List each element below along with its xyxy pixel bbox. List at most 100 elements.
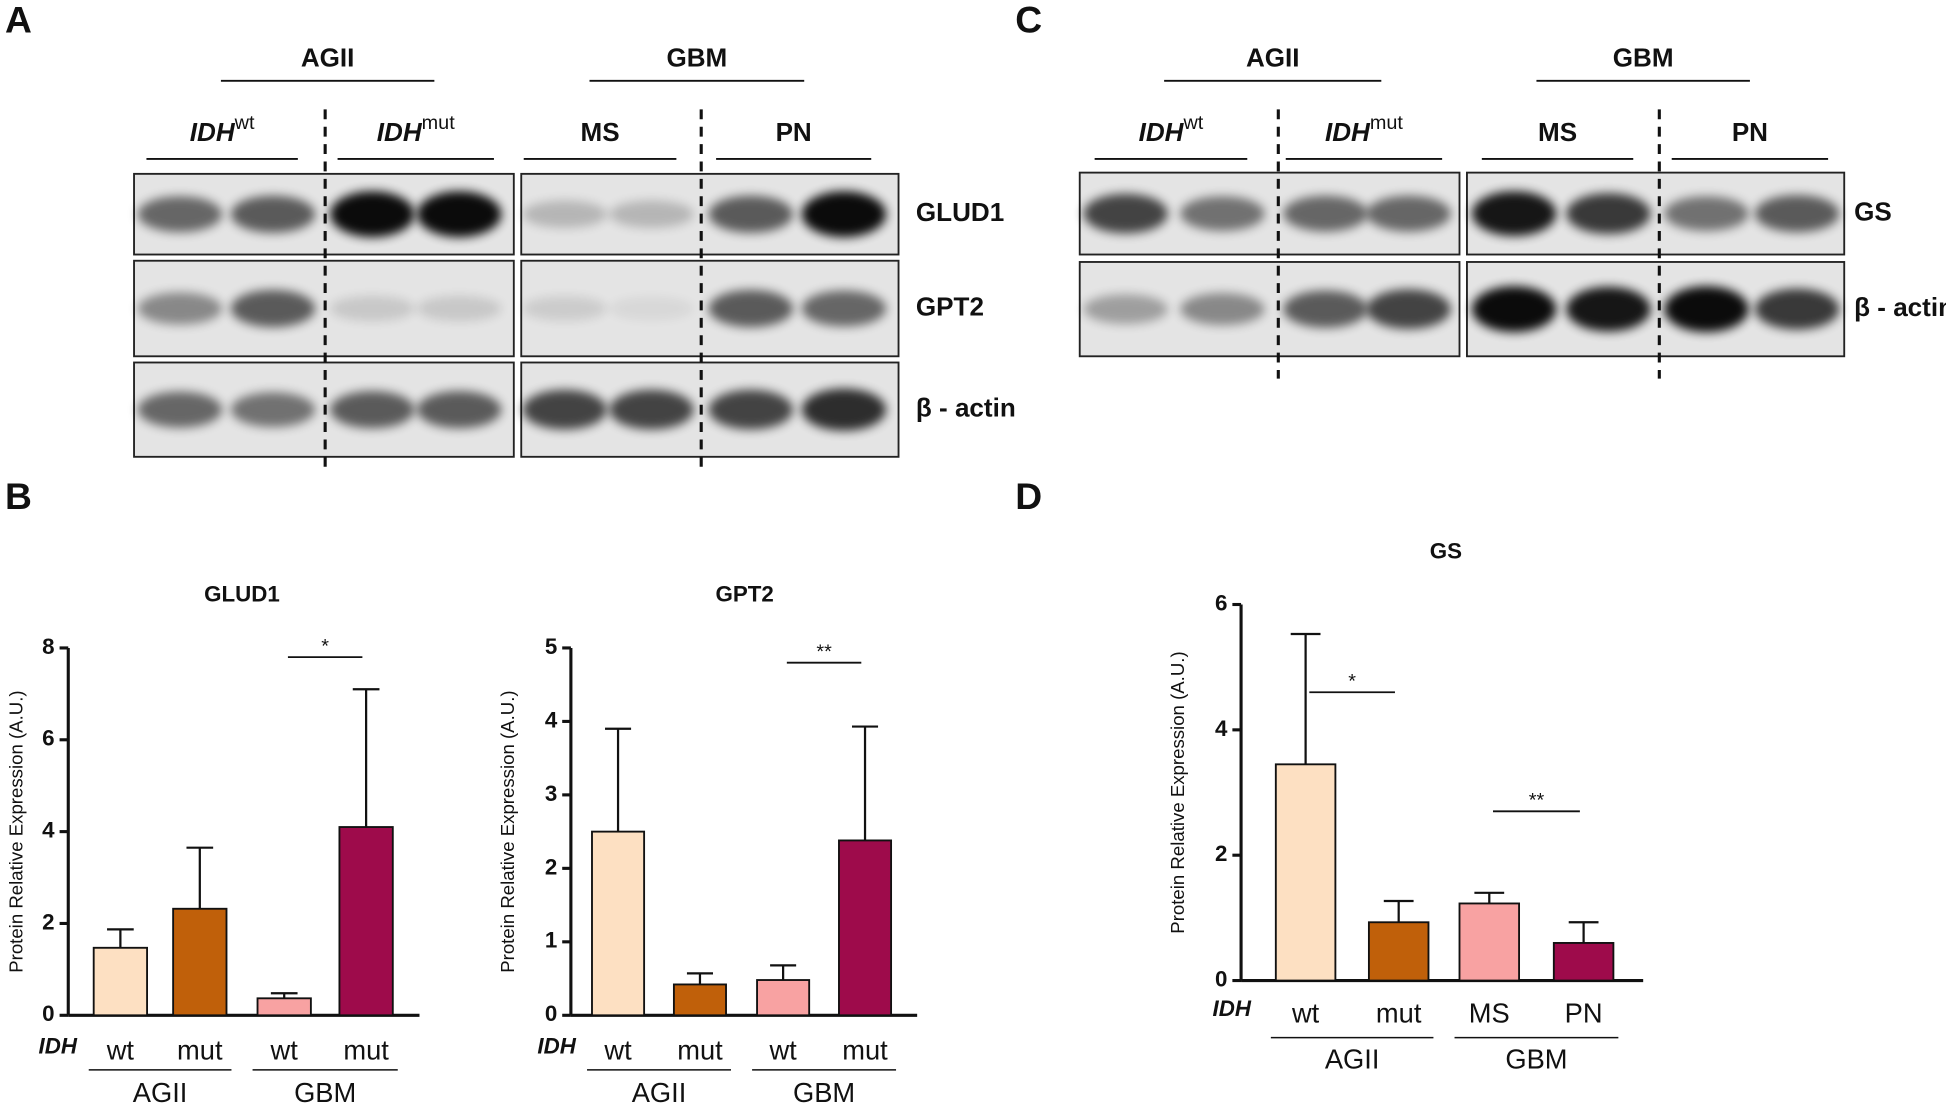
blot-band bbox=[1471, 286, 1557, 333]
error-bar bbox=[352, 688, 380, 828]
error-bar bbox=[1290, 632, 1321, 765]
y-axis-label: Protein Relative Expression (A.U.) bbox=[1167, 651, 1188, 933]
y-tick-label: 4 bbox=[42, 818, 55, 843]
error-bar bbox=[1383, 899, 1414, 923]
group-label: AGII bbox=[133, 1077, 188, 1106]
significance-label: * bbox=[321, 635, 329, 657]
bar bbox=[756, 979, 811, 1017]
chart-title: GPT2 bbox=[715, 582, 773, 607]
subgroup-label: MS bbox=[581, 117, 620, 147]
blot-band bbox=[230, 289, 316, 328]
bar bbox=[1274, 763, 1337, 982]
blot-band bbox=[330, 391, 415, 429]
error-bar bbox=[1568, 921, 1599, 943]
subgroup-base: IDH bbox=[1325, 117, 1371, 147]
y-tick-label: 2 bbox=[1215, 841, 1227, 866]
blot-band bbox=[522, 200, 607, 228]
blot-band bbox=[609, 296, 694, 321]
protein-label: GLUD1 bbox=[916, 197, 1004, 227]
subgroup-sup: mut bbox=[1370, 112, 1404, 134]
protein-label: β - actin bbox=[916, 393, 1016, 423]
y-tick-label: 1 bbox=[545, 928, 557, 953]
blot-band bbox=[1283, 195, 1368, 232]
x-prefix: IDH bbox=[38, 1033, 77, 1058]
blot-band bbox=[137, 391, 223, 428]
x-tick-label: wt bbox=[1291, 998, 1320, 1029]
blot-band bbox=[330, 295, 415, 322]
blot-band bbox=[801, 388, 887, 431]
protein-label: GS bbox=[1854, 196, 1892, 226]
y-tick-label: 2 bbox=[42, 909, 54, 934]
error-bar bbox=[107, 928, 134, 948]
bar bbox=[1552, 942, 1615, 982]
x-tick-label: wt bbox=[106, 1035, 135, 1066]
blot-band bbox=[801, 191, 887, 238]
blot-band bbox=[417, 391, 502, 429]
x-tick-label: mut bbox=[177, 1035, 223, 1066]
panel-label: C bbox=[1015, 0, 1042, 40]
y-tick-label: 0 bbox=[1215, 966, 1227, 991]
subgroup-sup: mut bbox=[422, 112, 456, 134]
x-tick-label: mut bbox=[842, 1035, 888, 1066]
blot-band bbox=[137, 196, 223, 233]
blot-band bbox=[1366, 195, 1451, 232]
y-tick-label: 0 bbox=[42, 1001, 54, 1026]
subgroup-label: PN bbox=[1732, 117, 1768, 147]
subgroup-sup: wt bbox=[1182, 112, 1203, 134]
error-bar bbox=[605, 727, 632, 832]
subgroup-label: IDHmut bbox=[377, 112, 455, 147]
x-tick-label: MS bbox=[1469, 998, 1510, 1029]
protein-label: β - actin bbox=[1854, 292, 1946, 322]
chart-title: GS bbox=[1430, 538, 1462, 563]
y-axis-label: Protein Relative Expression (A.U.) bbox=[5, 690, 26, 972]
subgroup-sup: wt bbox=[234, 112, 255, 134]
blot-band bbox=[417, 295, 502, 322]
x-tick-label: wt bbox=[270, 1035, 299, 1066]
blot-band bbox=[522, 389, 607, 430]
subgroup-label: IDHwt bbox=[1139, 112, 1204, 147]
group-label: AGII bbox=[1325, 1043, 1380, 1074]
bar bbox=[1458, 902, 1521, 982]
error-bar bbox=[686, 972, 713, 985]
y-tick-label: 5 bbox=[545, 634, 557, 659]
x-tick-label: wt bbox=[603, 1035, 632, 1066]
subgroup-base: IDH bbox=[1139, 117, 1185, 147]
error-bar bbox=[770, 964, 797, 981]
protein-label: GPT2 bbox=[916, 291, 984, 321]
panel-label: D bbox=[1015, 475, 1042, 517]
group-label: AGII bbox=[632, 1077, 687, 1106]
group-label: GBM bbox=[294, 1077, 356, 1106]
panel-label: B bbox=[5, 475, 32, 517]
bar bbox=[172, 907, 228, 1017]
bar bbox=[92, 946, 148, 1017]
blot-band bbox=[330, 191, 415, 238]
y-tick-label: 4 bbox=[1215, 716, 1228, 741]
x-tick-label: PN bbox=[1565, 998, 1603, 1029]
error-bar bbox=[1474, 891, 1505, 904]
blot-band bbox=[1664, 196, 1749, 231]
blot-band bbox=[1566, 286, 1651, 332]
y-tick-label: 0 bbox=[545, 1001, 557, 1026]
subgroup-label: IDHwt bbox=[190, 112, 255, 147]
group-label: AGII bbox=[301, 43, 355, 73]
blot-band bbox=[708, 289, 794, 328]
blot-band bbox=[1283, 290, 1368, 328]
group-label: GBM bbox=[666, 43, 727, 73]
x-prefix: IDH bbox=[1213, 996, 1252, 1021]
bar bbox=[672, 983, 727, 1017]
group-label: GBM bbox=[793, 1077, 855, 1106]
blot-band bbox=[1471, 191, 1557, 236]
x-tick-label: wt bbox=[768, 1035, 797, 1066]
x-prefix: IDH bbox=[537, 1033, 576, 1058]
blot-band bbox=[609, 389, 694, 430]
significance-label: * bbox=[1348, 671, 1356, 693]
subgroup-label: PN bbox=[776, 117, 812, 147]
blot-band bbox=[1754, 194, 1840, 233]
blot-band bbox=[230, 392, 316, 428]
blot-band bbox=[1083, 294, 1168, 325]
x-tick-label: mut bbox=[1376, 998, 1422, 1029]
blot-band bbox=[230, 195, 316, 233]
y-tick-label: 6 bbox=[1215, 590, 1227, 615]
